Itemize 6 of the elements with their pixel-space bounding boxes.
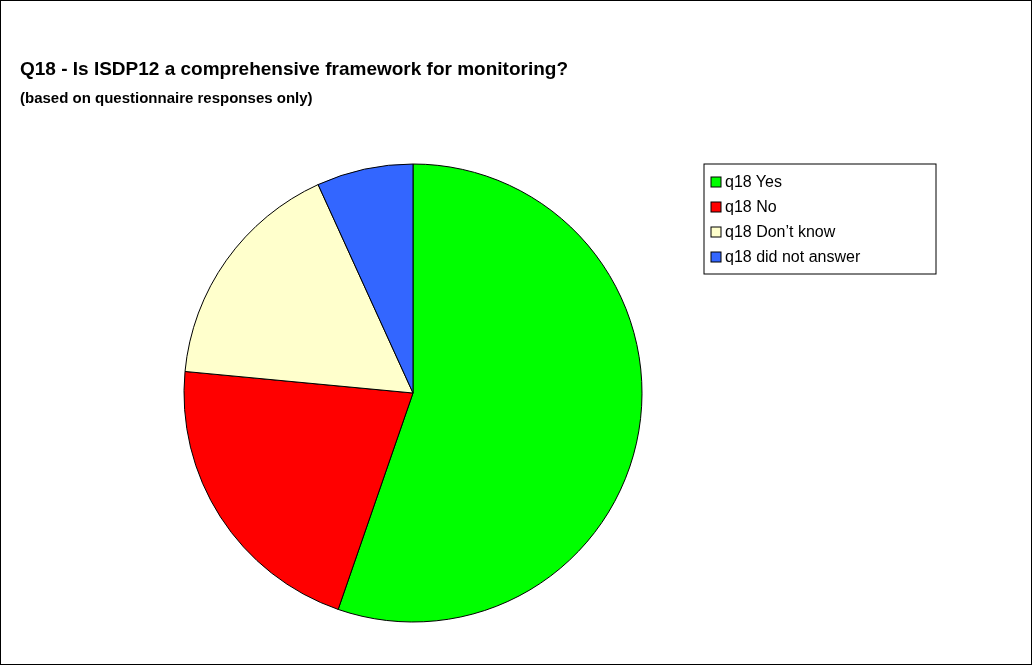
- chart-subtitle: (based on questionnaire responses only): [20, 89, 313, 106]
- legend-label: q18 No: [725, 198, 777, 215]
- chart-title: Q18 - Is ISDP12 a comprehensive framework for monitoring?: [20, 58, 568, 79]
- legend-label: q18 did not answer: [725, 248, 861, 265]
- legend-label: q18 Don’t know: [725, 223, 836, 240]
- legend-label: q18 Yes: [725, 173, 782, 190]
